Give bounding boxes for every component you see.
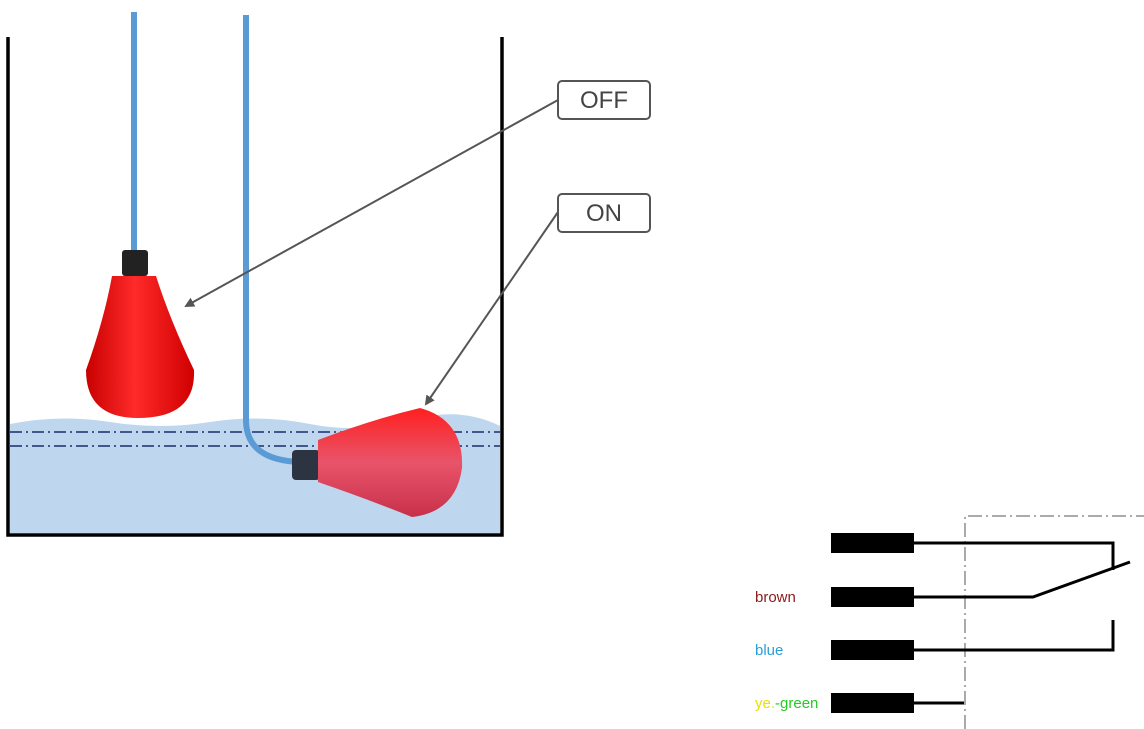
terminal [831,587,914,607]
cable [243,15,301,465]
terminal [831,640,914,660]
callout-box [557,193,651,233]
wire-label: ye.-green [755,695,818,712]
float-cap [122,250,148,276]
float-cap [292,450,320,480]
wire-line [914,620,1115,652]
ground-part: ye. [755,695,775,712]
float-on [318,408,463,517]
ground-part: -green [775,695,818,712]
wire-label: brown [755,589,796,606]
arrow [424,211,559,406]
wire-label: blue [755,642,783,659]
wire-line [914,560,1131,599]
tank [6,37,504,537]
housing-outline [964,515,1144,729]
callout-label: OFF [580,87,628,114]
wire-line [914,541,1115,570]
terminal [831,693,914,713]
float-off [86,276,195,418]
arrow [184,99,559,307]
callout-label: ON [586,200,622,227]
terminal [831,533,914,553]
callout-box [557,80,651,120]
